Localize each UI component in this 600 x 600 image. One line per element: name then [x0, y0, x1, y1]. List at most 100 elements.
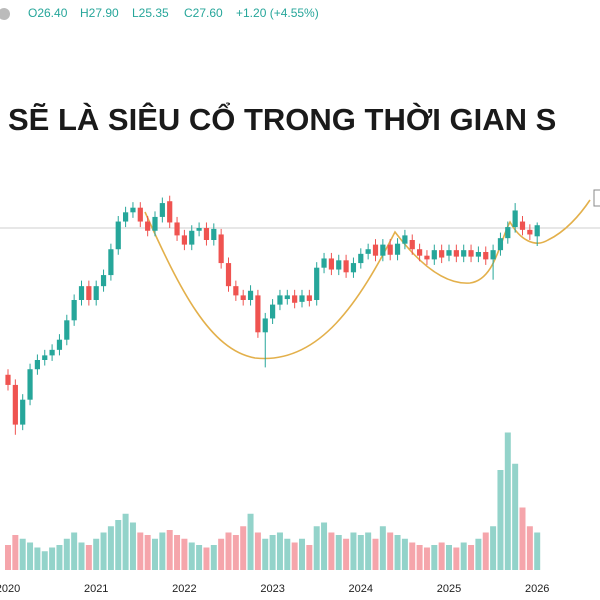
volume-bar	[328, 532, 335, 570]
volume-bar	[78, 542, 85, 570]
volume-bar	[321, 522, 328, 570]
volume-bar	[41, 551, 48, 570]
candle-body	[505, 227, 511, 239]
x-tick-label: 2023	[260, 583, 284, 595]
volume-bar	[446, 545, 452, 570]
candle-body	[402, 235, 408, 244]
candle-body	[380, 244, 386, 256]
high-value: H27.90	[80, 6, 119, 20]
volume-bar	[416, 545, 423, 570]
candle-body	[203, 228, 210, 240]
candle-body	[372, 244, 379, 256]
volume-bar	[115, 520, 122, 570]
candle-body	[277, 295, 283, 305]
candle-body	[409, 240, 415, 250]
candle-body	[270, 304, 276, 319]
volume-bar	[438, 542, 445, 570]
volume-bar	[144, 535, 151, 570]
candle-body	[336, 260, 342, 270]
x-tick-label: 2025	[437, 583, 461, 595]
volume-bar	[365, 532, 372, 570]
candle-body	[431, 250, 437, 260]
candle-body	[115, 221, 121, 250]
candle-body	[181, 235, 187, 245]
volume-bar	[482, 532, 489, 570]
volume-bar	[107, 526, 114, 570]
volume-bar	[504, 432, 511, 570]
candle-body	[497, 238, 504, 251]
volume-bar	[401, 538, 408, 570]
volume-bar	[343, 538, 350, 570]
candle-body	[255, 295, 261, 333]
volume-layer	[5, 432, 541, 570]
volume-bar	[291, 542, 298, 570]
volume-bar	[188, 542, 195, 570]
volume-bar	[56, 545, 63, 570]
volume-bar	[387, 532, 394, 570]
candle-body	[64, 320, 70, 340]
x-tick-label: 2024	[349, 583, 373, 595]
volume-bar	[12, 535, 19, 570]
volume-bar	[453, 547, 460, 570]
candle-body	[34, 360, 40, 370]
volume-bar	[357, 535, 364, 570]
volume-bar	[71, 532, 78, 570]
candle-body	[306, 295, 312, 301]
candle-body	[56, 339, 63, 350]
candle-body	[71, 300, 77, 321]
candle-body	[12, 384, 18, 425]
candle-body	[394, 243, 401, 255]
volume-bar	[379, 526, 386, 570]
candle-body	[123, 212, 129, 222]
volume-bar	[299, 538, 305, 570]
candle-body	[5, 374, 11, 385]
candle-body	[475, 252, 481, 257]
candle-body	[189, 230, 195, 245]
candle-body	[49, 349, 55, 356]
volume-bar	[100, 532, 107, 570]
candle-body	[20, 399, 26, 425]
volume-bar	[269, 535, 276, 570]
candle-body	[314, 267, 320, 300]
volume-bar	[122, 513, 129, 570]
candle-body	[240, 295, 246, 300]
volume-bar	[431, 545, 438, 570]
volume-bar	[166, 530, 173, 570]
cup-handle-drawing	[144, 199, 591, 360]
drawing-handle	[593, 189, 600, 207]
volume-bar	[240, 526, 247, 570]
candle-body	[483, 252, 489, 260]
volume-bar	[232, 535, 239, 570]
candle-body	[519, 221, 526, 230]
volume-bar	[19, 538, 26, 570]
volume-bar	[159, 532, 166, 570]
volume-bar	[468, 545, 475, 570]
candle-body	[130, 207, 136, 213]
candle-body	[468, 250, 474, 257]
volume-bar	[5, 545, 11, 570]
volume-bar	[306, 545, 313, 570]
volume-bar	[372, 538, 379, 570]
candle-body	[108, 249, 114, 276]
volume-bar	[137, 532, 144, 570]
candle-body	[417, 249, 423, 256]
volume-bar	[85, 545, 92, 570]
symbol-icon	[0, 8, 10, 20]
candle-layer	[5, 195, 540, 435]
candle-body	[218, 234, 224, 264]
candle-body	[247, 290, 254, 300]
candle-body	[534, 225, 540, 237]
candle-body	[196, 228, 202, 231]
volume-bar	[225, 532, 232, 570]
candle-body	[358, 253, 364, 264]
volume-bar	[262, 538, 269, 570]
volume-bar	[475, 538, 482, 570]
candle-body	[292, 295, 298, 303]
x-tick-label: 2022	[172, 583, 196, 595]
candle-body	[225, 263, 232, 287]
candle-body	[453, 250, 459, 257]
x-tick-label: 2026	[525, 583, 549, 595]
volume-bar	[254, 532, 261, 570]
volume-bar	[313, 526, 320, 570]
